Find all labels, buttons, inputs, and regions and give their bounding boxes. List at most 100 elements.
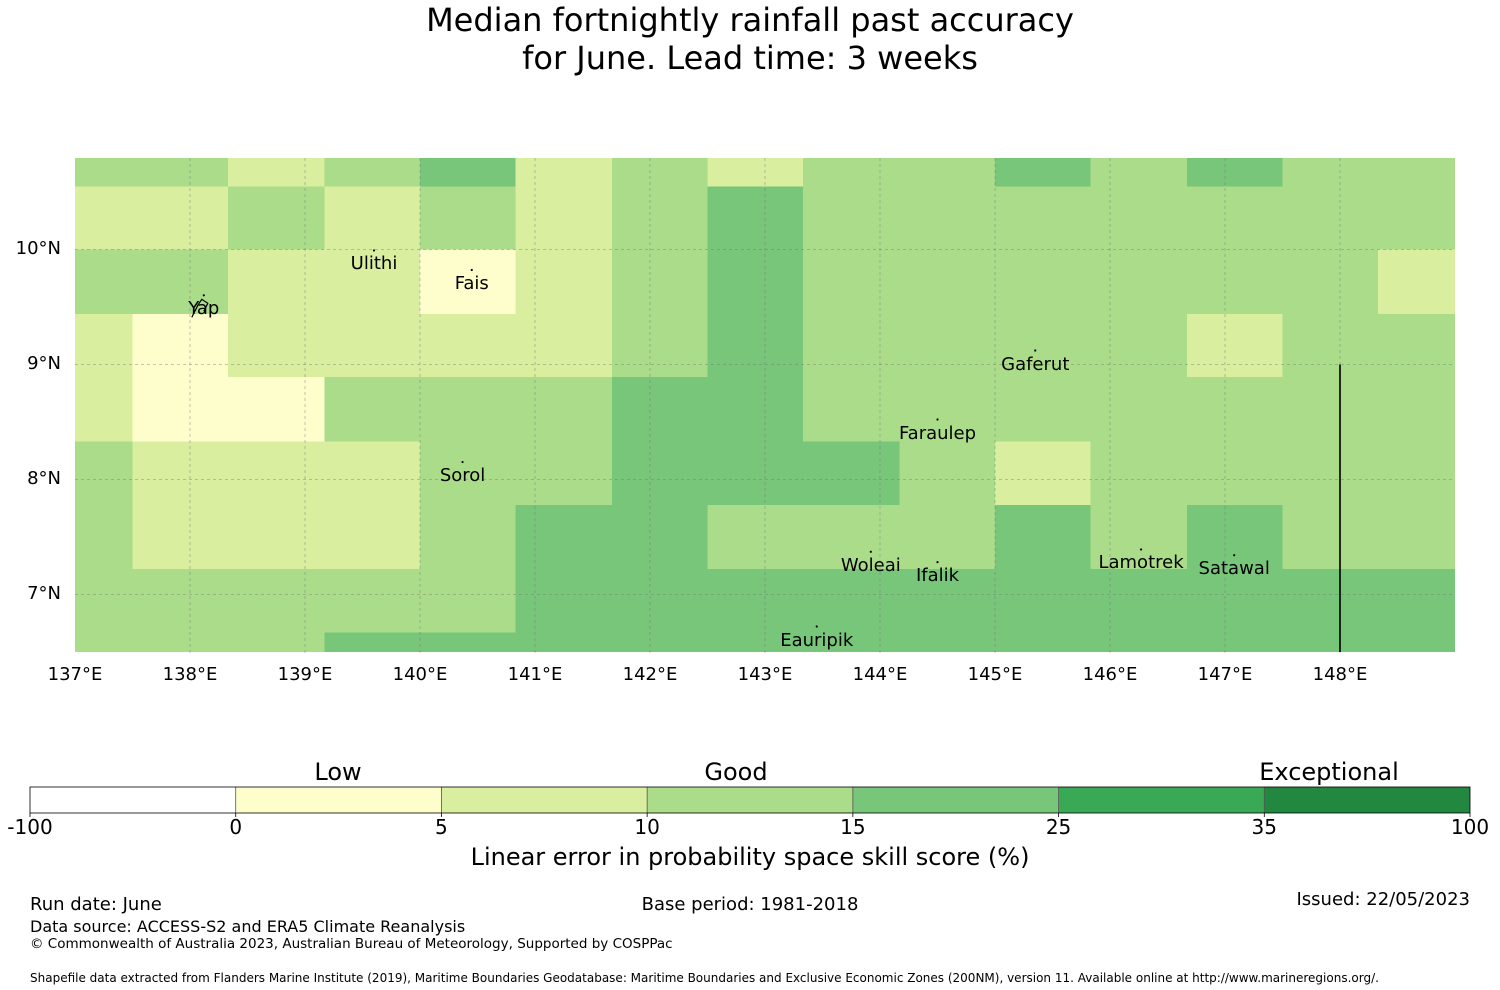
island-marker xyxy=(1034,349,1037,352)
grid-cell xyxy=(995,504,1091,570)
island-marker xyxy=(1233,554,1236,557)
run-date: Run date: June xyxy=(30,894,162,915)
x-tick-label: 138°E xyxy=(162,664,218,685)
shapefile-credit: Shapefile data extracted from Flanders M… xyxy=(30,971,1379,985)
grid-cell xyxy=(1187,504,1283,570)
grid-cell xyxy=(1282,158,1455,187)
colorbar-bin xyxy=(235,787,442,813)
legend-category-good: Good xyxy=(704,758,768,786)
grid-cell xyxy=(802,249,1378,314)
grid-cell xyxy=(324,632,1455,652)
colorbar-bin xyxy=(647,787,853,813)
island-marker xyxy=(1139,548,1143,551)
island-marker xyxy=(461,460,464,464)
colorbar-bin xyxy=(30,787,236,813)
grid-cell xyxy=(802,158,995,187)
grid-cell xyxy=(75,313,133,378)
grid-cell xyxy=(612,313,708,378)
grid-cell xyxy=(132,441,420,505)
island-marker xyxy=(815,625,818,628)
grid-cell xyxy=(324,186,420,250)
place-label: Eauripik xyxy=(780,629,854,651)
grid-cell xyxy=(515,504,708,570)
colorbar-tick-label: 0 xyxy=(229,815,243,839)
grid-cell xyxy=(420,441,613,505)
place-label: Yap xyxy=(188,298,220,320)
grid-cell xyxy=(132,377,325,442)
colorbar-bin xyxy=(852,787,1059,813)
island-marker xyxy=(869,550,872,553)
place-label: Ulithi xyxy=(350,253,398,275)
place-label: Gaferut xyxy=(1001,353,1070,375)
grid-cell xyxy=(612,377,803,442)
grid-cell xyxy=(707,249,803,314)
grid-cell xyxy=(132,313,228,378)
grid-cell xyxy=(995,158,1091,187)
grid-cell xyxy=(612,441,900,505)
colorbar-bin xyxy=(441,787,648,813)
grid-cell xyxy=(420,186,516,250)
place-label: Lamotrek xyxy=(1098,552,1184,574)
colorbar xyxy=(29,786,1471,817)
grid-cell xyxy=(995,441,1091,505)
map-title-line-1: Median fortnightly rainfall past accurac… xyxy=(426,1,1074,39)
grid-cell xyxy=(707,158,803,187)
yap-island-outline xyxy=(191,298,209,318)
grid-cell xyxy=(802,186,1455,250)
grid-cell xyxy=(1282,313,1455,378)
copyright-notice: © Commonwealth of Australia 2023, Austra… xyxy=(30,936,673,952)
grid-cell xyxy=(75,569,516,633)
grid-cell xyxy=(612,249,708,314)
colorbar-tick-label: 10 xyxy=(634,815,660,839)
colorbar-tick-label: 25 xyxy=(1045,815,1072,839)
x-tick-label: 141°E xyxy=(507,664,563,685)
issued-date: Issued: 22/05/2023 xyxy=(1296,889,1470,910)
grid-cell xyxy=(75,377,133,442)
grid-cell xyxy=(1187,313,1283,378)
x-tick-label: 146°E xyxy=(1082,664,1138,685)
grid-cell xyxy=(420,504,516,570)
grid-cell xyxy=(132,504,420,570)
grid-cell xyxy=(75,158,228,187)
place-label: Ifalik xyxy=(915,565,960,587)
grid-cell xyxy=(1090,504,1188,570)
x-tick-label: 148°E xyxy=(1312,664,1368,685)
island-marker xyxy=(936,561,939,564)
grid-cell xyxy=(75,186,228,250)
legend-category-low: Low xyxy=(314,758,362,786)
island-marker xyxy=(202,294,205,297)
island-markers xyxy=(191,249,1236,628)
y-tick-label: 10°N xyxy=(15,237,61,259)
grid-cell xyxy=(899,441,995,505)
map-title-line-2: for June. Lead time: 3 weeks xyxy=(522,39,978,77)
data-source: Data source: ACCESS-S2 and ERA5 Climate … xyxy=(30,917,466,936)
grid-cell xyxy=(324,158,420,187)
colorbar-bin xyxy=(1058,787,1265,813)
grid-cell xyxy=(227,158,325,187)
grid-cell xyxy=(1282,504,1455,570)
grid-cell xyxy=(75,632,325,652)
place-label: Sorol xyxy=(439,465,486,487)
grid-cell xyxy=(515,569,1455,633)
grid-cell xyxy=(612,158,708,187)
colorbar-tick-label: 15 xyxy=(840,815,866,839)
grid-cell xyxy=(707,504,995,570)
x-tick-label: 145°E xyxy=(967,664,1023,685)
x-tick-label: 137°E xyxy=(47,664,103,685)
place-label: Faraulep xyxy=(898,422,977,444)
y-tick-label: 9°N xyxy=(27,352,61,374)
base-period: Base period: 1981-2018 xyxy=(641,894,859,915)
grid-cell xyxy=(802,377,1455,442)
place-label: Woleai xyxy=(840,554,901,576)
colorbar-tick-label: -100 xyxy=(7,815,53,839)
island-marker xyxy=(470,268,473,272)
grid-cell xyxy=(227,186,325,250)
grid-cell xyxy=(75,504,133,570)
y-tick-label: 8°N xyxy=(27,467,61,489)
grid-cell xyxy=(227,249,420,314)
colorbar-frame xyxy=(29,786,1471,814)
grid-cell xyxy=(707,313,803,378)
grid-cell xyxy=(324,377,613,442)
grid-cell xyxy=(420,158,516,187)
